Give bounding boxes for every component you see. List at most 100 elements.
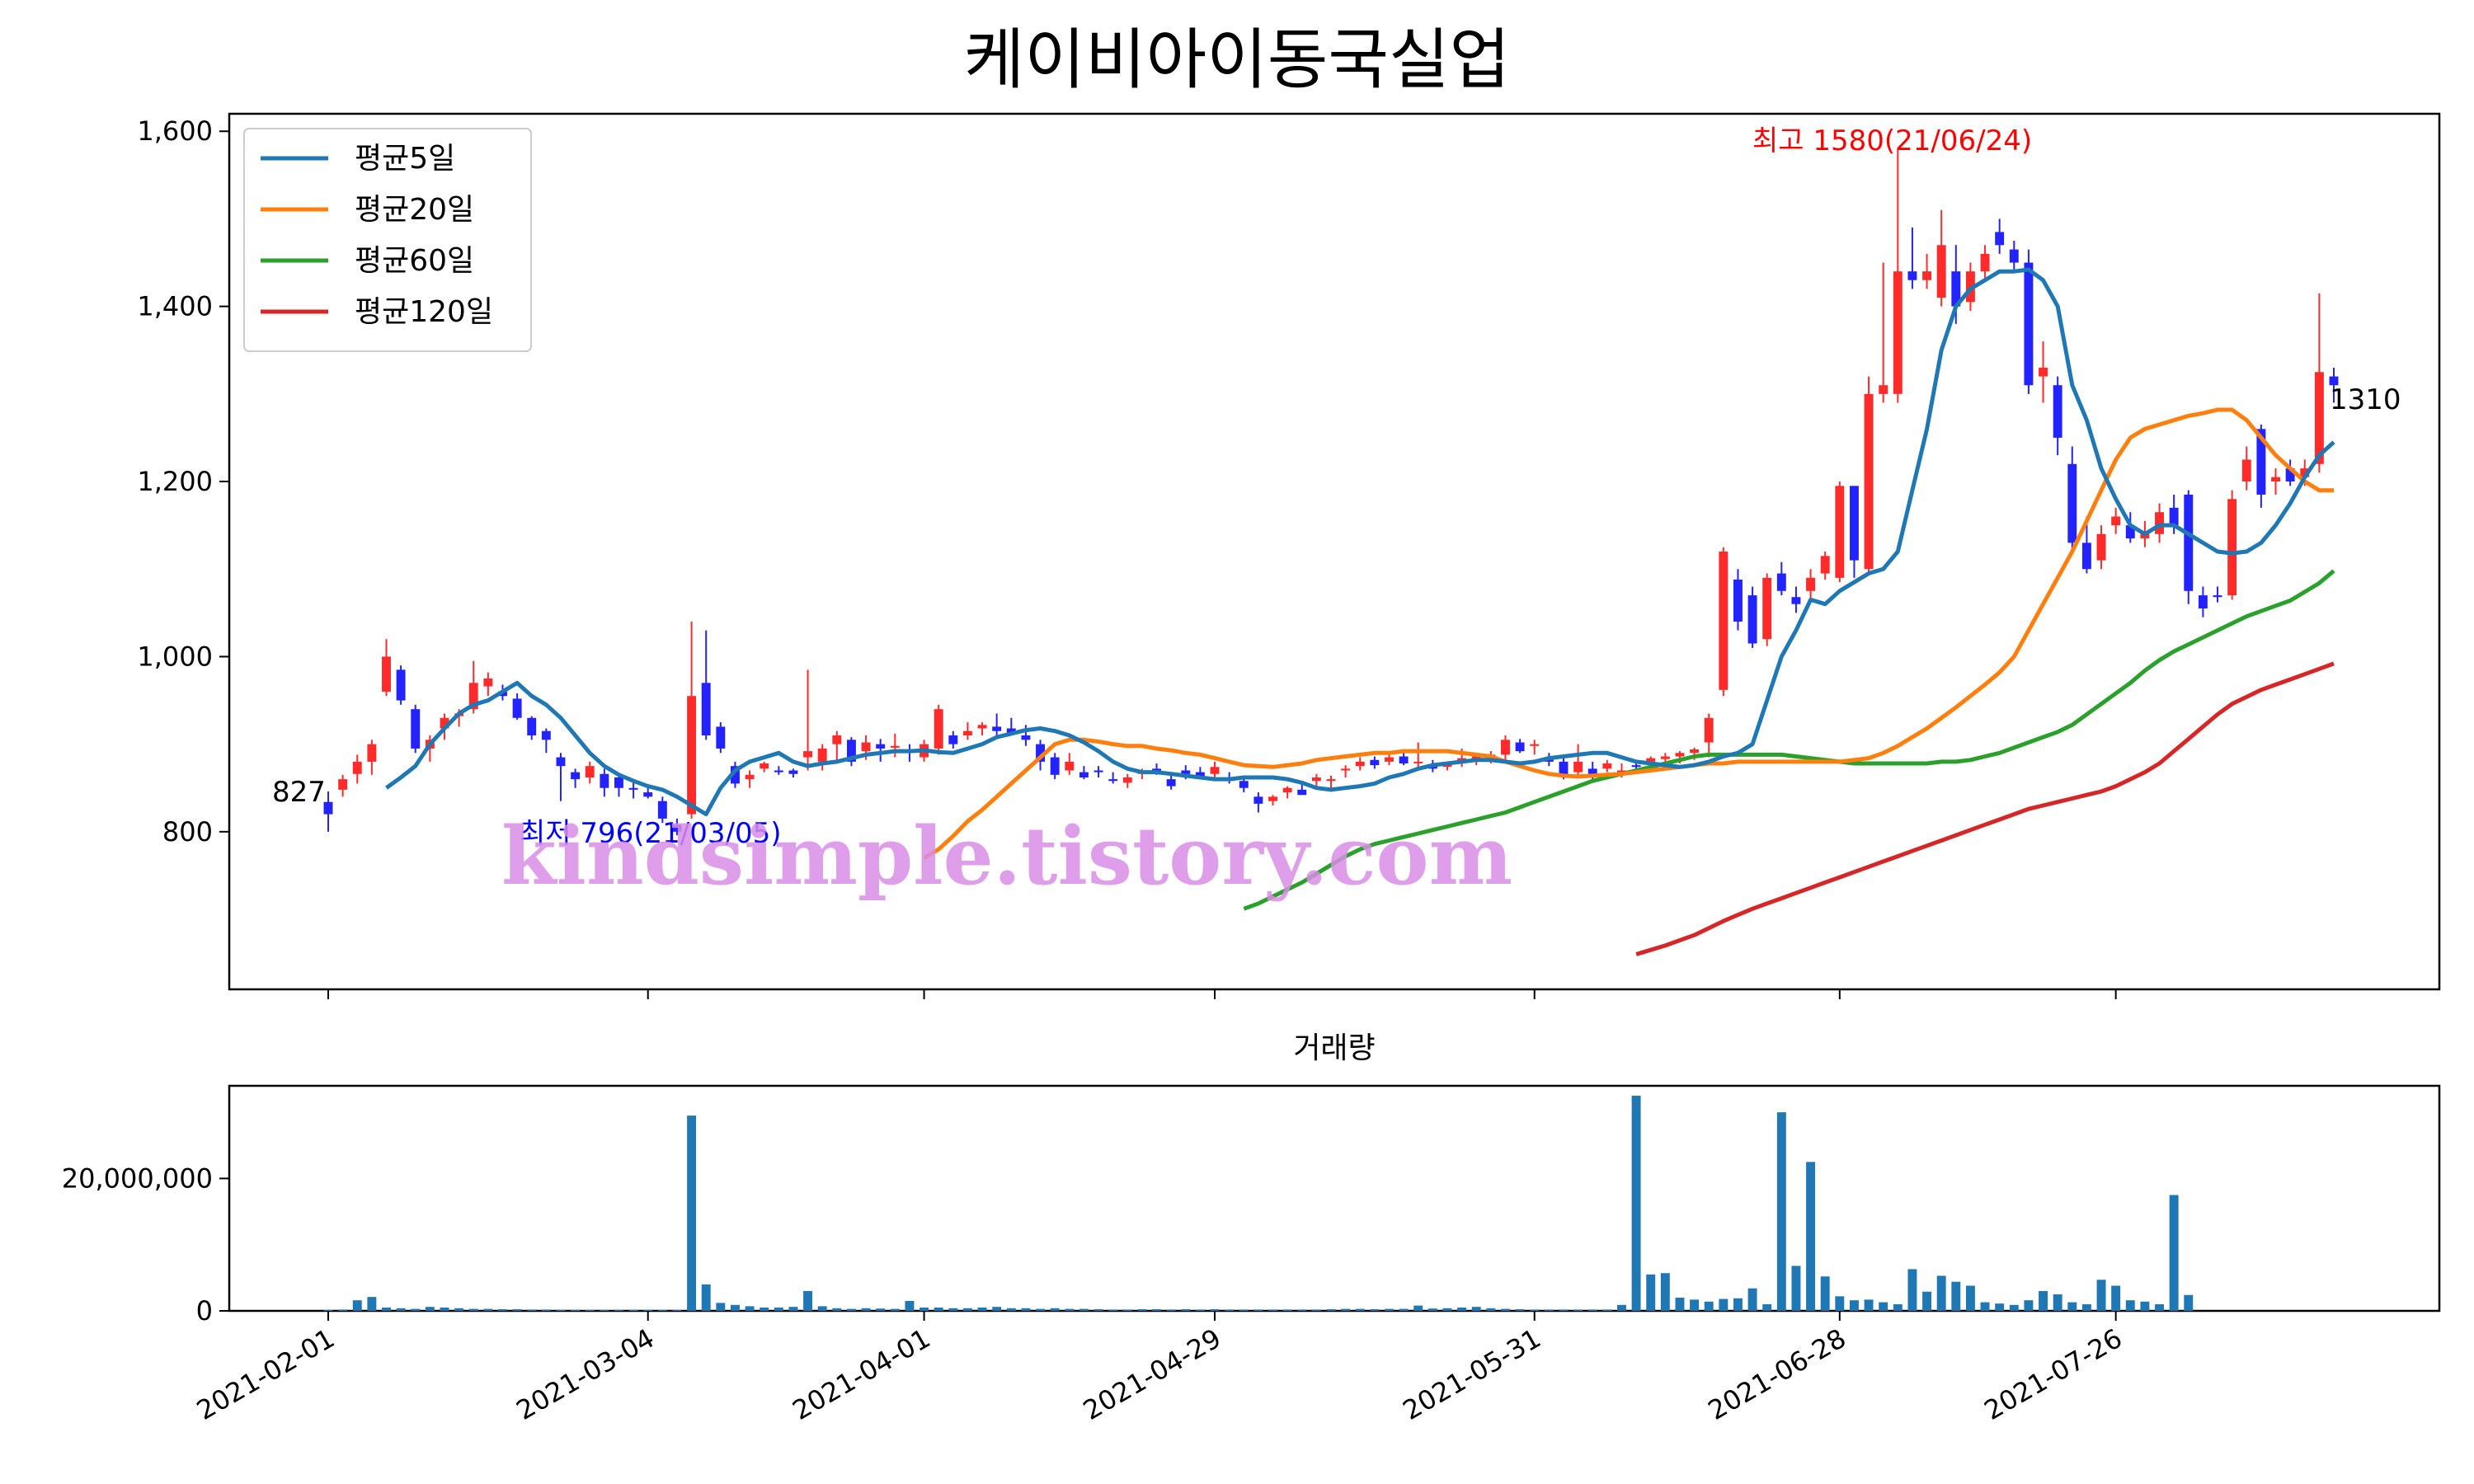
candle-body	[846, 740, 856, 762]
volume-bar	[1021, 1308, 1031, 1311]
candle-body	[1370, 759, 1380, 766]
volume-bar	[2009, 1304, 2019, 1311]
last-price-annotation: 1310	[2330, 383, 2401, 416]
volume-bar	[2053, 1294, 2062, 1311]
candle-body	[788, 770, 798, 774]
volume-bar	[1385, 1308, 1394, 1311]
volume-bar	[411, 1308, 421, 1311]
volume-bar	[628, 1309, 638, 1311]
volume-bar	[2125, 1300, 2135, 1311]
volume-panel-frame	[228, 1084, 2441, 1313]
candle-body	[745, 774, 755, 780]
candle-body	[1951, 271, 1961, 307]
volume-bar	[483, 1308, 493, 1311]
volume-bar	[1166, 1309, 1176, 1311]
volume-bar	[1704, 1301, 1714, 1311]
ma5-line	[385, 267, 2335, 817]
volume-bar	[1573, 1309, 1583, 1311]
candle-body	[2329, 376, 2339, 386]
volume-bar	[527, 1309, 537, 1311]
candle-body	[2314, 372, 2324, 464]
volume-bar	[1152, 1308, 1161, 1311]
volume-bar	[1690, 1299, 1700, 1311]
x-tick-label: 2021-03-04	[511, 1322, 660, 1426]
volume-bar	[1631, 1096, 1641, 1311]
candle-body	[1108, 779, 1118, 782]
volume-y-axis: 0 20,000,000	[62, 1162, 229, 1327]
volume-bar	[1399, 1308, 1409, 1311]
candle-body	[1385, 757, 1394, 762]
candle-body	[1587, 768, 1597, 774]
candle-body	[1341, 768, 1351, 771]
candle-body	[1690, 749, 1700, 754]
candle-body	[1501, 740, 1510, 755]
volume-bar	[1282, 1309, 1292, 1311]
candle-body	[1195, 772, 1205, 777]
volume-bar	[934, 1307, 943, 1311]
volume-bar	[1094, 1308, 1103, 1311]
candle-body	[1122, 777, 1132, 783]
candle-body	[382, 656, 391, 692]
volume-y-tick-label: 20,000,000	[62, 1162, 213, 1194]
price-panel	[323, 148, 2339, 956]
candle-body	[2039, 367, 2048, 377]
candle-body	[1050, 757, 1060, 775]
candle-body	[1515, 742, 1525, 752]
volume-bar	[1079, 1308, 1089, 1311]
candle-body	[1166, 779, 1176, 787]
volume-bar	[1719, 1298, 1729, 1311]
ma60-line	[1243, 569, 2335, 911]
candle-body	[541, 730, 551, 740]
candle-body	[2184, 494, 2194, 591]
candle-body	[396, 669, 406, 701]
candle-body	[687, 696, 697, 815]
candle-body	[643, 792, 653, 797]
volume-bar	[1036, 1308, 1045, 1311]
first-price-annotation: 827	[272, 776, 326, 809]
candle-body	[2155, 512, 2164, 534]
candle-body	[323, 801, 333, 815]
candle-body	[1907, 271, 1917, 280]
volume-bar	[352, 1300, 362, 1311]
candle-body	[571, 772, 581, 780]
candle-body	[962, 730, 972, 736]
candle-body	[1806, 577, 1816, 591]
legend-entry: 평균60일	[355, 244, 474, 278]
candle-body	[1922, 271, 1932, 280]
candle-body	[1719, 552, 1729, 690]
volume-bar	[1225, 1309, 1235, 1311]
x-tick-label: 2021-04-29	[1078, 1322, 1226, 1426]
ma20-line	[923, 407, 2334, 860]
volume-bar	[1617, 1304, 1626, 1311]
candle-body	[2111, 516, 2121, 526]
candle-body	[628, 787, 638, 790]
volume-bar	[657, 1309, 667, 1311]
candle-body	[2009, 249, 2019, 263]
volume-bar	[1326, 1308, 1336, 1311]
volume-bar	[1806, 1162, 1816, 1311]
candle-body	[1762, 577, 1772, 640]
candle-body	[1849, 486, 1859, 561]
candle-body	[1079, 772, 1089, 777]
candle-body	[1021, 735, 1031, 740]
candle-body	[1355, 761, 1365, 767]
volume-bar	[1879, 1302, 1888, 1311]
candle-body	[890, 745, 900, 748]
volume-bar	[1733, 1298, 1743, 1311]
candle-body	[1936, 245, 1946, 298]
price-y-axis: 800 1,000 1,200 1,400 1,600	[137, 115, 229, 848]
candle-body	[1820, 556, 1830, 574]
volume-bar	[1501, 1308, 1510, 1311]
candle-body	[1297, 789, 1307, 796]
candle-body	[512, 698, 522, 718]
volume-bar	[1965, 1285, 1975, 1311]
volume-bar	[2024, 1300, 2034, 1311]
candle-body	[468, 683, 478, 710]
volume-bar	[1602, 1309, 1612, 1311]
candle-body	[585, 766, 595, 777]
volume-bar	[1907, 1269, 1917, 1311]
candle-body	[1530, 744, 1540, 746]
volume-bar	[1427, 1308, 1437, 1311]
volume-bar	[1413, 1305, 1423, 1311]
volume-bar	[556, 1309, 566, 1311]
